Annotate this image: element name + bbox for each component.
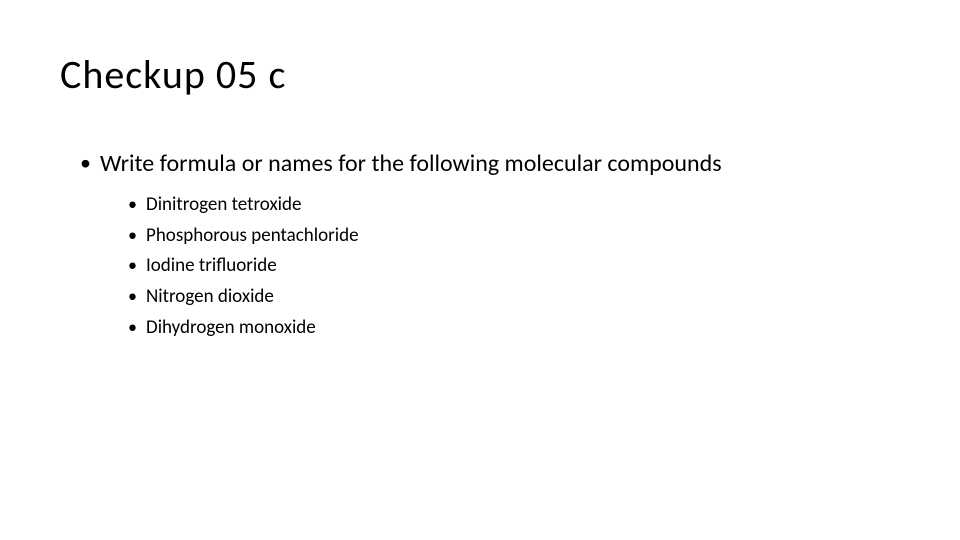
list-item: Iodine trifluoride [128,253,900,279]
bullet-list-level2: Dinitrogen tetroxide Phosphorous pentach… [100,192,900,340]
list-item: Phosphorous pentachloride [128,223,900,249]
list-item: Nitrogen dioxide [128,284,900,310]
prompt-text: Write formula or names for the following… [100,149,722,178]
bullet-list-level1: Write formula or names for the following… [60,149,900,340]
list-item: Write formula or names for the following… [80,149,900,340]
list-item: Dinitrogen tetroxide [128,192,900,218]
slide-title: Checkup 05 c [60,50,900,99]
list-item: Dihydrogen monoxide [128,315,900,341]
